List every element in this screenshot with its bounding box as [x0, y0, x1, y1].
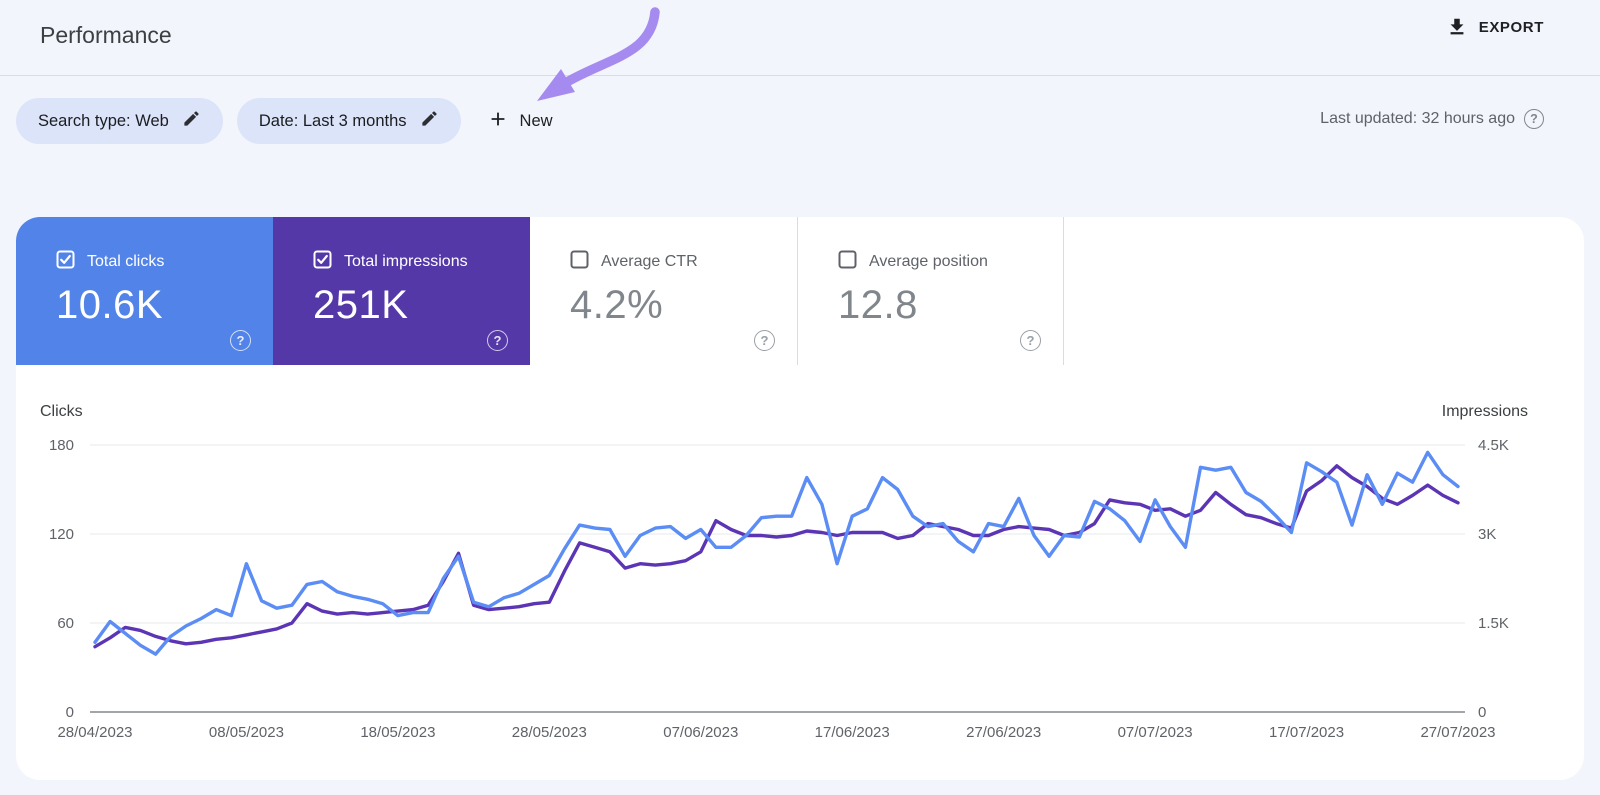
right-axis-title: Impressions — [1442, 403, 1528, 420]
question-circle-icon[interactable]: ? — [230, 330, 251, 351]
metric-card-average-ctr[interactable]: Average CTR 4.2% ? — [530, 217, 798, 365]
left-axis-tick: 0 — [66, 704, 74, 721]
right-axis-tick: 3K — [1478, 526, 1496, 543]
export-button[interactable]: EXPORT — [1446, 16, 1544, 38]
new-filter-button[interactable]: New — [487, 108, 553, 135]
left-axis-tick: 120 — [49, 526, 74, 543]
x-axis-tick: 28/05/2023 — [512, 724, 587, 741]
x-axis-tick: 27/06/2023 — [966, 724, 1041, 741]
metric-label: Average CTR — [601, 253, 698, 270]
clicks-line — [93, 450, 1460, 656]
left-axis-tick: 60 — [57, 615, 74, 632]
checkbox-unchecked-icon[interactable] — [570, 250, 589, 274]
x-axis-tick: 17/06/2023 — [815, 724, 890, 741]
metric-card-total-clicks[interactable]: Total clicks 10.6K ? — [16, 217, 273, 365]
header: Performance EXPORT — [0, 0, 1600, 76]
impressions-line — [93, 464, 1460, 649]
pencil-icon — [182, 109, 201, 133]
chart-svg: Clicks Impressions 180 120 60 0 4.5K 3K 1.5K 0 28/… — [40, 403, 1528, 741]
x-axis-tick: 08/05/2023 — [209, 724, 284, 741]
question-circle-icon[interactable]: ? — [754, 330, 775, 351]
export-label: EXPORT — [1478, 18, 1544, 36]
x-axis-tick: 07/06/2023 — [663, 724, 738, 741]
search-type-chip-label: Search type: Web — [38, 111, 169, 130]
right-axis-tick: 1.5K — [1478, 615, 1509, 632]
checkbox-unchecked-icon[interactable] — [838, 250, 857, 274]
question-circle-icon[interactable]: ? — [1020, 330, 1041, 351]
plus-icon — [487, 108, 509, 135]
page-title: Performance — [40, 22, 172, 48]
x-axis-tick: 17/07/2023 — [1269, 724, 1344, 741]
date-filter-chip[interactable]: Date: Last 3 months — [236, 98, 461, 144]
metric-value: 4.2% — [570, 283, 664, 327]
last-updated-text: Last updated: 32 hours ago — [1320, 110, 1515, 127]
metric-card-total-impressions[interactable]: Total impressions 251K ? — [273, 217, 530, 365]
new-filter-label: New — [519, 111, 553, 130]
x-axis-tick: 27/07/2023 — [1420, 724, 1495, 741]
metric-label: Average position — [869, 253, 988, 270]
metric-value: 251K — [313, 283, 409, 327]
checkbox-checked-icon[interactable] — [313, 250, 332, 274]
left-axis-title: Clicks — [40, 403, 83, 420]
date-filter-chip-label: Date: Last 3 months — [258, 111, 407, 130]
x-axis-tick: 18/05/2023 — [360, 724, 435, 741]
metric-label: Total impressions — [344, 253, 468, 270]
right-axis-tick: 4.5K — [1478, 437, 1509, 454]
x-axis-tick: 28/04/2023 — [57, 724, 132, 741]
x-axis-tick: 07/07/2023 — [1118, 724, 1193, 741]
last-updated: Last updated: 32 hours ago ? — [1320, 109, 1544, 129]
filter-bar: Search type: Web Date: Last 3 months New — [16, 98, 553, 144]
metric-value: 12.8 — [838, 283, 918, 327]
checkbox-checked-icon[interactable] — [56, 250, 75, 274]
right-axis-tick: 0 — [1478, 704, 1486, 721]
question-circle-icon[interactable]: ? — [1524, 109, 1544, 129]
metric-label: Total clicks — [87, 253, 165, 270]
left-axis-tick: 180 — [49, 437, 74, 454]
metric-card-average-position[interactable]: Average position 12.8 ? — [798, 217, 1064, 365]
question-circle-icon[interactable]: ? — [487, 330, 508, 351]
metric-value: 10.6K — [56, 283, 164, 327]
metric-cards-row: Total clicks 10.6K ? Total impressions 2… — [16, 217, 1584, 365]
search-type-chip[interactable]: Search type: Web — [16, 98, 223, 144]
pencil-icon — [420, 109, 439, 133]
report-card: Total clicks 10.6K ? Total impressions 2… — [16, 217, 1584, 780]
performance-chart[interactable]: Clicks Impressions 180 120 60 0 4.5K 3K 1.5K 0 28/… — [16, 390, 1584, 780]
download-icon — [1446, 16, 1468, 38]
